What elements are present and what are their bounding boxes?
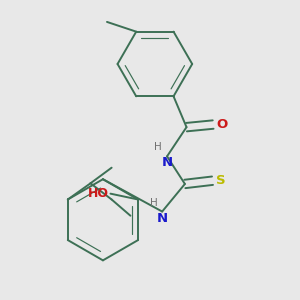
- Text: N: N: [161, 156, 172, 170]
- Text: H: H: [150, 198, 157, 208]
- Text: HO: HO: [88, 187, 109, 200]
- Text: N: N: [157, 212, 168, 224]
- Text: H: H: [154, 142, 162, 152]
- Text: O: O: [216, 118, 228, 131]
- Text: S: S: [216, 174, 225, 187]
